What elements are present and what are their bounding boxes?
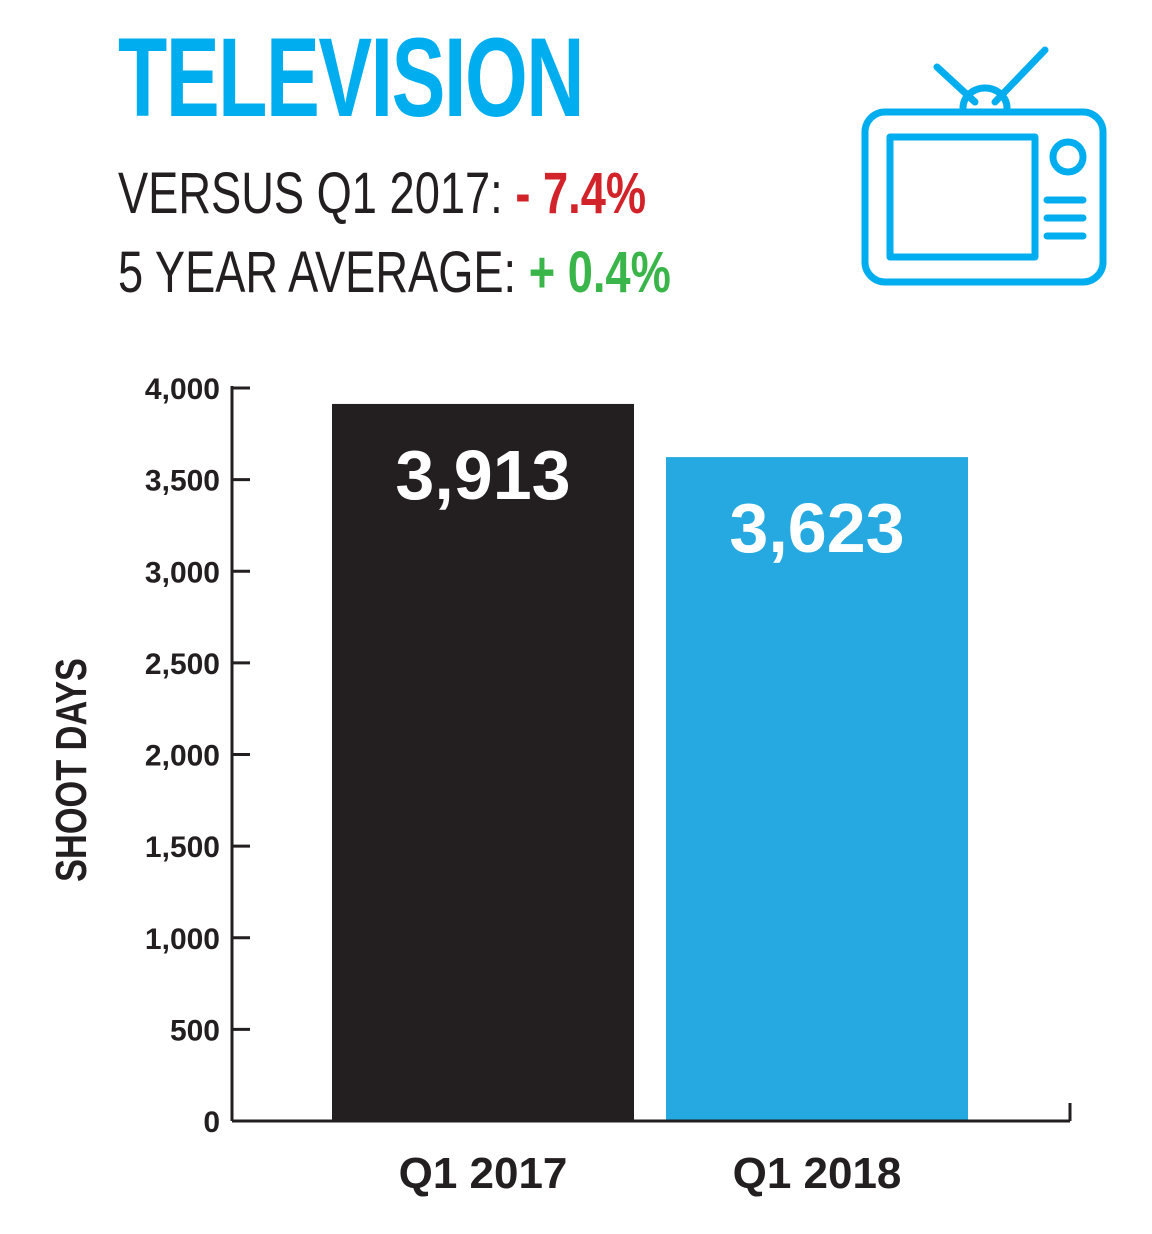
y-tick-label: 3,000	[145, 556, 220, 589]
y-axis-ticks: 0 500 1,000 1,500 2,000 2,500 3,000 3,500 4,000	[145, 373, 250, 1139]
x-tick-label: Q1 2017	[399, 1149, 568, 1198]
y-axis-title: SHOOT DAYS	[47, 658, 96, 882]
versus-stat: VERSUS Q1 2017: - 7.4%	[118, 165, 646, 223]
bar-value-label: 3,623	[729, 489, 904, 567]
average-value: + 0.4%	[528, 240, 671, 305]
y-tick-label: 1,000	[145, 923, 220, 956]
y-tick-label: 2,500	[145, 648, 220, 681]
axes	[230, 386, 1072, 1123]
television-icon	[861, 46, 1107, 286]
x-axis-labels: Q1 2017 Q1 2018	[399, 1149, 902, 1198]
y-tick-label: 0	[203, 1106, 220, 1139]
y-tick-label: 1,500	[145, 831, 220, 864]
page-title: TELEVISION	[118, 15, 584, 140]
versus-label: VERSUS Q1 2017:	[118, 161, 503, 226]
x-tick-label: Q1 2018	[733, 1149, 902, 1198]
bar	[332, 403, 634, 1121]
y-tick-label: 3,500	[145, 465, 220, 498]
y-tick-label: 4,000	[145, 373, 220, 406]
y-tick-label: 500	[170, 1014, 220, 1047]
versus-value: - 7.4%	[515, 161, 647, 226]
bars: 3,913 3,623	[332, 403, 968, 1122]
y-tick-label: 2,000	[145, 740, 220, 773]
bar	[666, 457, 968, 1122]
average-stat: 5 YEAR AVERAGE: + 0.4%	[118, 244, 671, 302]
bar-value-label: 3,913	[395, 436, 570, 514]
average-label: 5 YEAR AVERAGE:	[118, 240, 517, 305]
